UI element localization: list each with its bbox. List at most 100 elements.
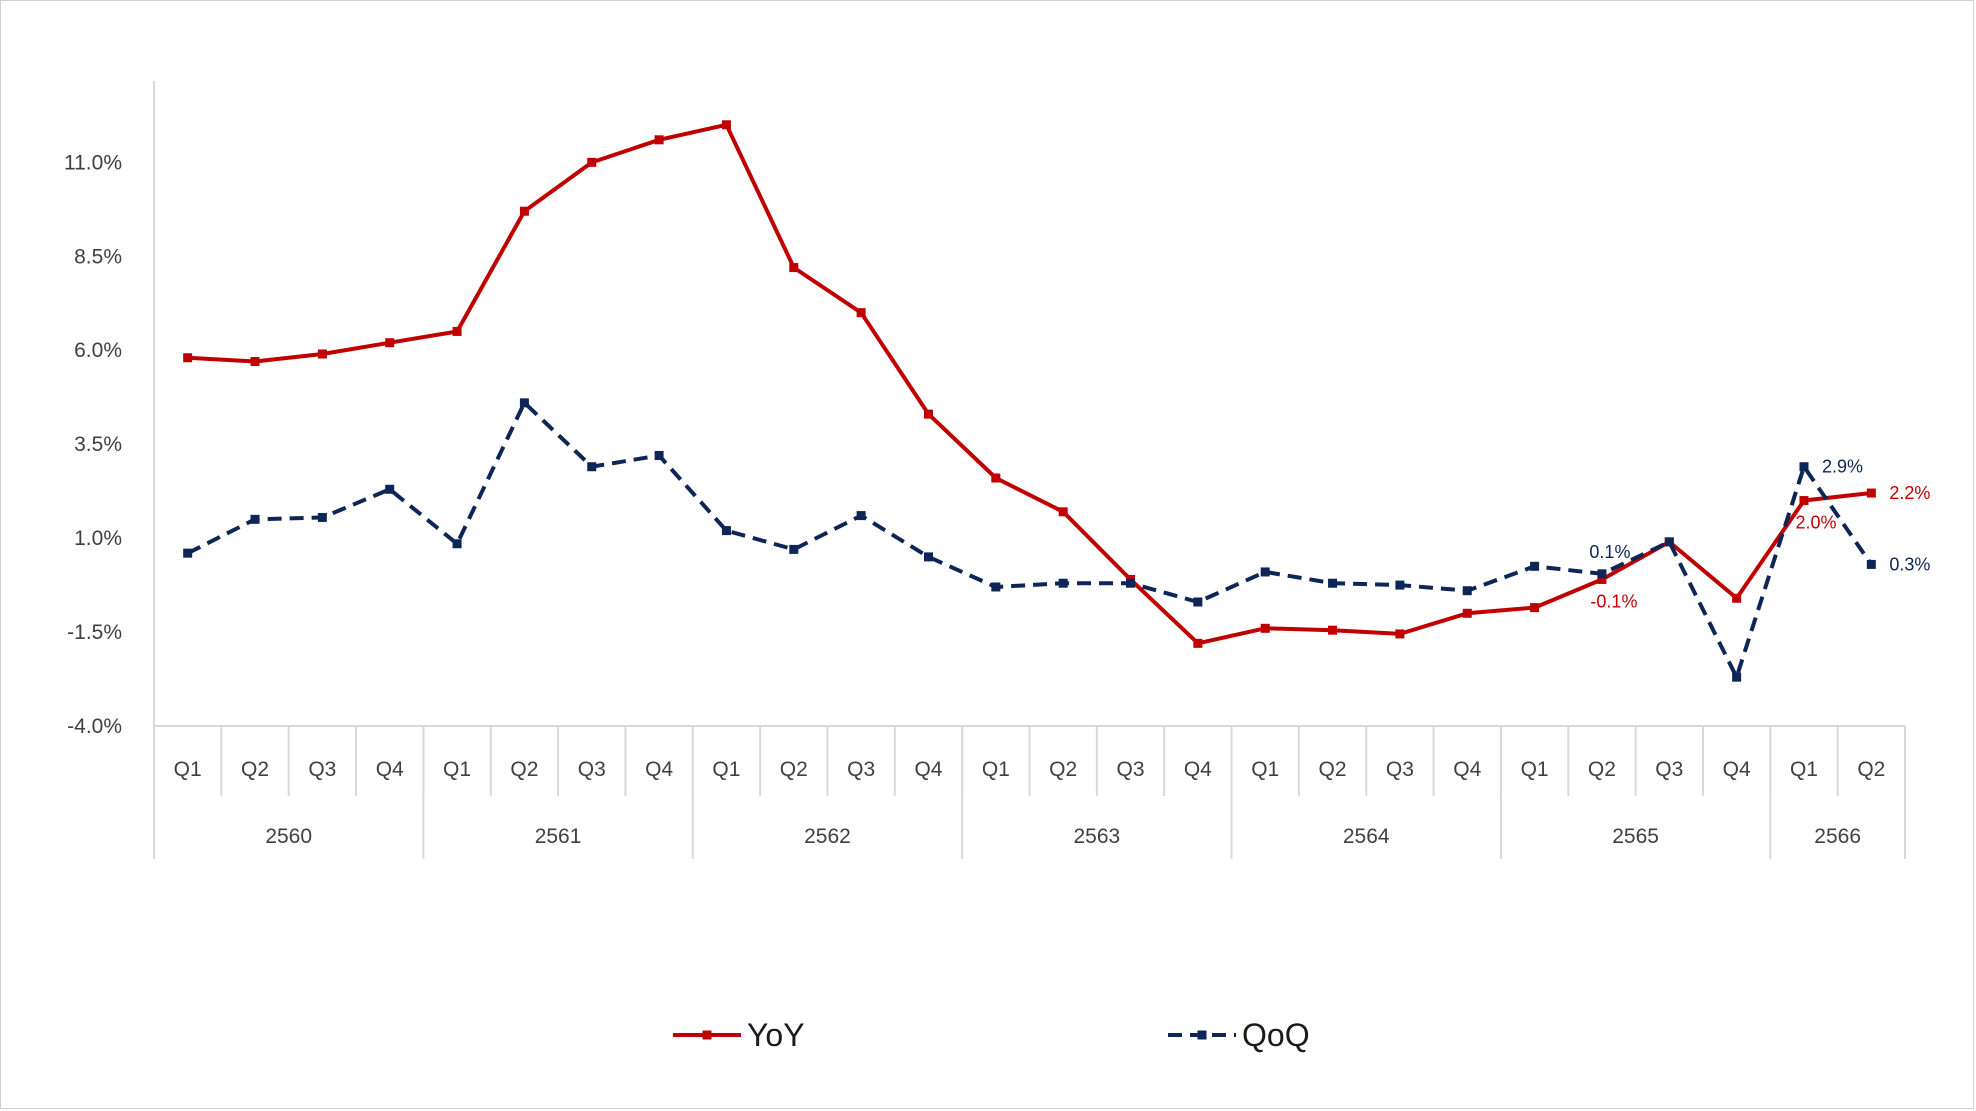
- x-tick-label: Q1: [1251, 758, 1279, 781]
- data-labels: -0.1% 2.0% 2.2% 0.1% 2.9% 0.3%: [1589, 457, 1930, 612]
- data-point-yoy: [250, 357, 260, 367]
- data-point-yoy: [923, 409, 933, 419]
- data-point-qoq: [385, 484, 395, 494]
- year-label: 2561: [535, 825, 582, 848]
- data-point-yoy: [1530, 603, 1540, 613]
- data-point-yoy: [1260, 623, 1270, 633]
- x-tick-label: Q1: [982, 758, 1010, 781]
- data-point-yoy: [1395, 629, 1405, 639]
- data-point-qoq: [1193, 597, 1203, 607]
- x-tick-label: Q4: [645, 758, 673, 781]
- data-point-qoq: [1664, 537, 1674, 547]
- data-point-yoy: [385, 338, 395, 348]
- data-point-qoq: [1530, 561, 1540, 571]
- x-tick-label: Q4: [1184, 758, 1212, 781]
- data-point-qoq: [1126, 578, 1136, 588]
- x-tick-label: Q2: [1857, 758, 1885, 781]
- legend-marker-yoy: [702, 1030, 712, 1040]
- data-point-qoq: [1260, 567, 1270, 577]
- axes: -4.0% -1.5% 1.0% 3.5% 6.0% 8.5% 11.0% Q1 Q2 Q3 Q4 Q…: [64, 81, 1906, 859]
- data-point-qoq: [789, 544, 799, 554]
- data-point-yoy: [654, 135, 664, 145]
- data-point-yoy: [1193, 638, 1203, 648]
- data-point-qoq: [1597, 569, 1607, 579]
- data-label-yoy: -0.1%: [1590, 591, 1637, 611]
- x-tick-label: Q4: [914, 758, 942, 781]
- data-point-qoq: [1328, 578, 1338, 588]
- x-tick-label: Q1: [443, 758, 471, 781]
- x-tick-label: Q3: [578, 758, 606, 781]
- y-tick-label: 1.0%: [74, 527, 122, 550]
- data-point-qoq: [183, 548, 193, 558]
- data-label-qoq: 0.3%: [1889, 554, 1930, 574]
- data-point-yoy: [1058, 507, 1068, 517]
- data-point-qoq: [1395, 580, 1405, 590]
- data-point-yoy: [1462, 608, 1472, 618]
- series-line-qoq: [186, 400, 1873, 680]
- data-point-qoq: [587, 462, 597, 472]
- data-point-qoq: [991, 582, 1001, 592]
- data-label-yoy: 2.2%: [1889, 483, 1930, 503]
- legend-label-yoy: YoY: [747, 1017, 805, 1053]
- data-point-qoq: [1058, 578, 1068, 588]
- data-label-qoq: 0.1%: [1589, 542, 1630, 562]
- year-label: 2564: [1343, 825, 1390, 848]
- data-point-yoy: [1866, 488, 1876, 498]
- data-point-yoy: [452, 326, 462, 336]
- data-point-yoy: [317, 349, 327, 359]
- x-tick-label: Q3: [308, 758, 336, 781]
- y-tick-label: -1.5%: [67, 621, 122, 644]
- x-tick-label: Q1: [1790, 758, 1818, 781]
- data-point-yoy: [1328, 625, 1338, 635]
- x-tick-label: Q2: [510, 758, 538, 781]
- x-tick-label: Q3: [847, 758, 875, 781]
- x-tick-label: Q2: [1588, 758, 1616, 781]
- series-line-yoy: [187, 122, 1872, 646]
- data-point-qoq: [250, 514, 260, 524]
- x-tick-label: Q4: [376, 758, 404, 781]
- data-point-qoq: [452, 539, 462, 549]
- data-point-yoy: [856, 308, 866, 318]
- x-tick-label: Q2: [780, 758, 808, 781]
- data-point-yoy: [1597, 574, 1607, 584]
- data-point-qoq: [721, 526, 731, 536]
- data-point-qoq: [1799, 462, 1809, 472]
- data-point-qoq: [1732, 672, 1742, 682]
- data-point-yoy: [991, 473, 1001, 483]
- legend-marker-qoq: [1197, 1030, 1207, 1040]
- data-point-yoy: [587, 157, 597, 167]
- year-label: 2566: [1814, 825, 1861, 848]
- y-tick-label: 6.0%: [74, 339, 122, 362]
- x-tick-label: Q2: [241, 758, 269, 781]
- x-tick-label: Q3: [1386, 758, 1414, 781]
- x-tick-label: Q2: [1319, 758, 1347, 781]
- data-label-yoy: 2.0%: [1795, 513, 1836, 533]
- data-point-qoq: [519, 398, 529, 408]
- data-point-yoy: [1732, 593, 1742, 603]
- data-point-qoq: [856, 511, 866, 521]
- x-tick-label: Q2: [1049, 758, 1077, 781]
- y-tick-label: 3.5%: [74, 433, 122, 456]
- data-point-qoq: [317, 512, 327, 522]
- x-tick-label: Q3: [1655, 758, 1683, 781]
- x-tick-label: Q4: [1723, 758, 1751, 781]
- data-point-yoy: [183, 353, 193, 363]
- data-point-qoq: [1462, 586, 1472, 596]
- y-tick-label: 11.0%: [64, 151, 122, 174]
- data-point-qoq: [1866, 559, 1876, 569]
- x-tick-label: Q3: [1117, 758, 1145, 781]
- data-point-yoy: [721, 120, 731, 130]
- data-point-yoy: [519, 206, 529, 216]
- x-tick-label: Q1: [712, 758, 740, 781]
- year-label: 2560: [265, 825, 312, 848]
- data-label-qoq: 2.9%: [1822, 457, 1863, 477]
- x-tick-label: Q1: [1521, 758, 1549, 781]
- legend: YoY QoQ: [673, 1017, 1310, 1053]
- data-point-qoq: [923, 552, 933, 562]
- year-label: 2562: [804, 825, 851, 848]
- y-tick-label: 8.5%: [74, 245, 122, 268]
- year-label: 2563: [1073, 825, 1120, 848]
- legend-label-qoq: QoQ: [1242, 1017, 1310, 1053]
